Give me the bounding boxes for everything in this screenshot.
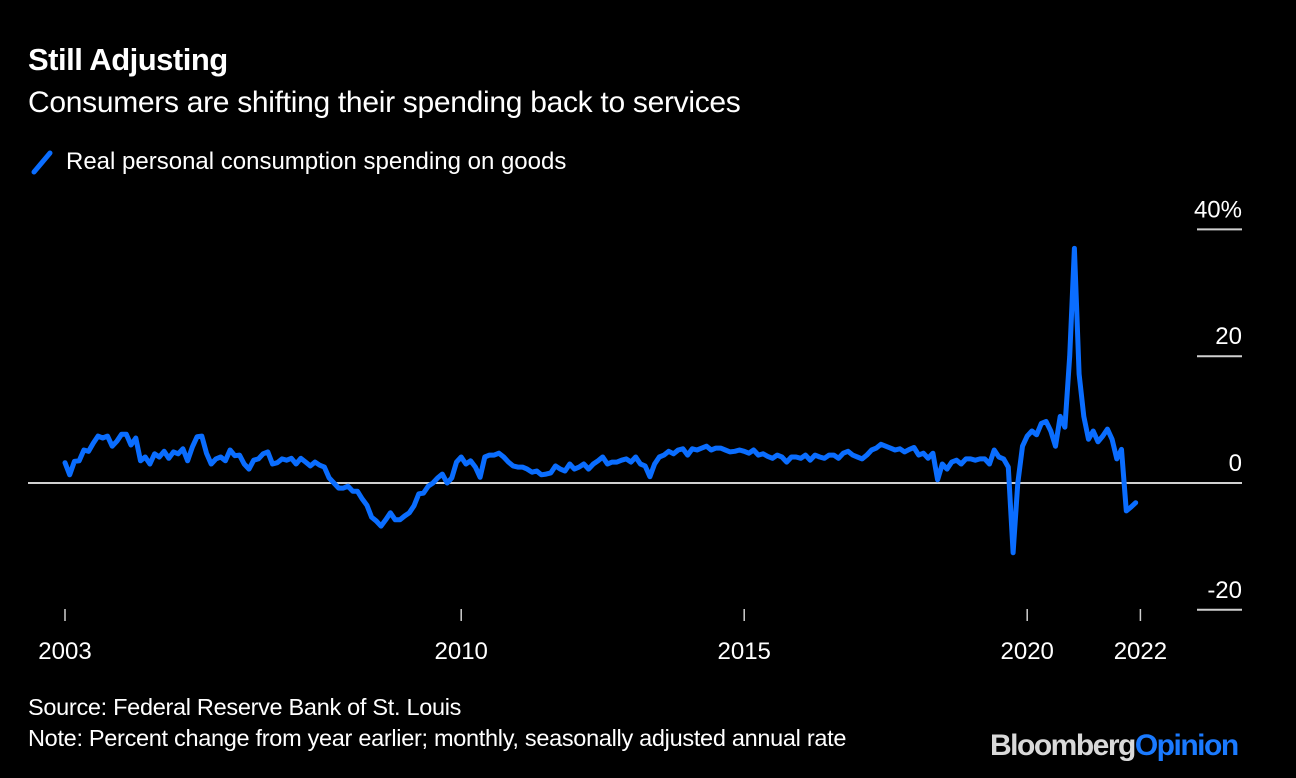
x-tick-label: 2015 [718,638,771,665]
x-tick-label: 2003 [38,638,91,665]
y-tick-label: 20 [1215,323,1242,350]
y-tick-label: 0 [1229,450,1242,477]
legend: Real personal consumption spending on go… [28,148,566,176]
x-tick-label: 2020 [1001,638,1054,665]
y-tick-label: -20 [1207,577,1242,604]
x-tick-label: 2022 [1114,638,1167,665]
x-axis: 2003 2010 2015 2020 2022 [38,609,1167,665]
y-tick-label: 40% [1194,196,1242,223]
footnote: Note: Percent change from year earlier; … [28,725,847,751]
logo-bloomberg: Bloomberg [990,729,1136,762]
chart-subtitle: Consumers are shifting their spending ba… [28,86,741,119]
series-layer [62,245,1139,556]
logo-opinion: Opinion [1134,729,1239,762]
source-note: Source: Federal Reserve Bank of St. Loui… [28,694,462,720]
y-axis: 40% 20 0 -20 [28,196,1242,611]
chart-title: Still Adjusting [28,42,228,77]
legend-swatch-icon [31,150,53,175]
bloomberg-opinion-logo: BloombergOpinion [990,729,1239,763]
legend-label: Real personal consumption spending on go… [66,148,567,175]
x-tick-label: 2010 [435,638,488,665]
series-line-goods-spending [62,245,1139,556]
